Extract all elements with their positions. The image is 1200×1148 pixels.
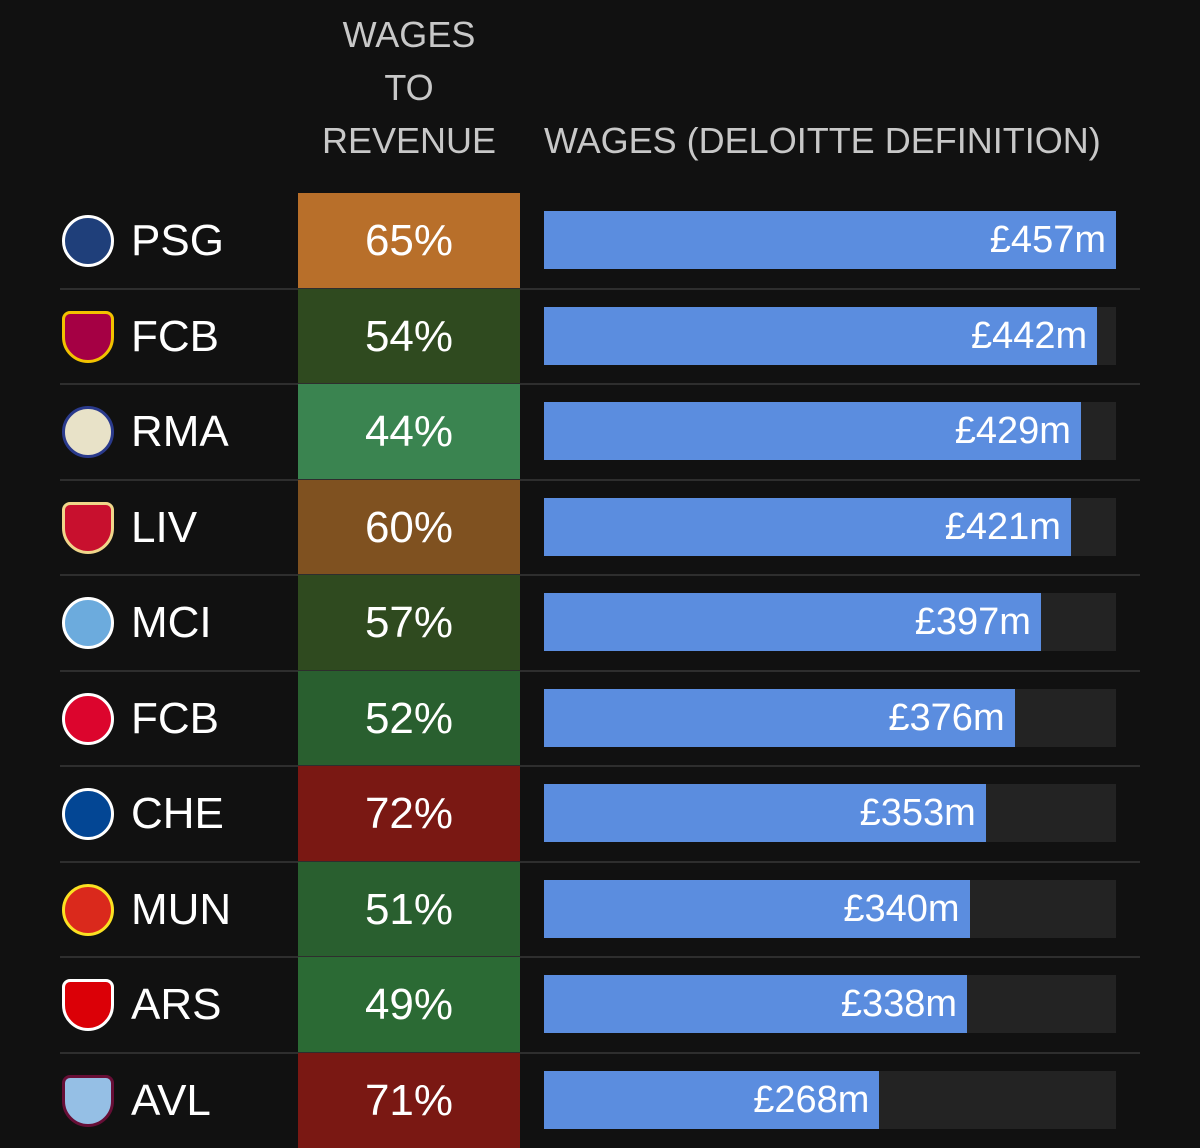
wage-value-label: £442m — [971, 307, 1087, 365]
wage-ratio-cell: 71% — [298, 1053, 520, 1148]
wage-bar-track: £340m — [544, 880, 1116, 938]
club-row: FCB 52% £376m — [0, 671, 1200, 767]
wage-ratio-cell: 57% — [298, 575, 520, 671]
club-row: ARS 49% £338m — [0, 957, 1200, 1053]
wage-value-label: £268m — [753, 1071, 869, 1129]
wage-value-label: £457m — [990, 211, 1106, 269]
wage-bar-track: £268m — [544, 1071, 1116, 1129]
aston-villa-crest-icon — [62, 1075, 114, 1127]
wage-bar: £338m — [544, 975, 967, 1033]
wage-bar-track: £457m — [544, 211, 1116, 269]
real-madrid-crest-icon — [62, 406, 114, 458]
club-abbreviation: AVL — [131, 1053, 211, 1148]
club-abbreviation: MUN — [131, 862, 231, 958]
wage-ratio-cell: 65% — [298, 193, 520, 289]
wage-value-label: £429m — [955, 402, 1071, 460]
ratio-header-line-3: REVENUE — [298, 114, 520, 167]
wage-bar: £421m — [544, 498, 1071, 556]
club-abbreviation: RMA — [131, 384, 229, 480]
wage-bar: £457m — [544, 211, 1116, 269]
wage-ratio-cell: 51% — [298, 862, 520, 958]
wage-bar-track: £442m — [544, 307, 1116, 365]
club-row: MUN 51% £340m — [0, 862, 1200, 958]
club-abbreviation: ARS — [131, 957, 221, 1053]
wage-value-label: £397m — [915, 593, 1031, 651]
ratio-header-line-1: WAGES — [298, 8, 520, 61]
wage-bar: £340m — [544, 880, 970, 938]
wage-ratio-cell: 54% — [298, 289, 520, 385]
wages-column-header: WAGES (DELOITTE DEFINITION) — [544, 114, 1101, 167]
club-abbreviation: LIV — [131, 480, 197, 576]
wage-value-label: £338m — [841, 975, 957, 1033]
wage-value-label: £353m — [860, 784, 976, 842]
club-row: AVL 71% £268m — [0, 1053, 1200, 1148]
wage-bar: £353m — [544, 784, 986, 842]
club-abbreviation: CHE — [131, 766, 224, 862]
psg-crest-icon — [62, 215, 114, 267]
wage-ratio-cell: 60% — [298, 480, 520, 576]
wage-value-label: £340m — [843, 880, 959, 938]
club-abbreviation: PSG — [131, 193, 224, 289]
wage-bar-track: £421m — [544, 498, 1116, 556]
club-abbreviation: FCB — [131, 671, 219, 767]
wage-bar-track: £397m — [544, 593, 1116, 651]
wage-bar-track: £353m — [544, 784, 1116, 842]
wage-bar: £268m — [544, 1071, 879, 1129]
wage-bar: £429m — [544, 402, 1081, 460]
arsenal-crest-icon — [62, 979, 114, 1031]
wage-bar-track: £376m — [544, 689, 1116, 747]
bayern-crest-icon — [62, 693, 114, 745]
club-row: LIV 60% £421m — [0, 480, 1200, 576]
wage-bar: £376m — [544, 689, 1015, 747]
barcelona-crest-icon — [62, 311, 114, 363]
wage-ratio-cell: 44% — [298, 384, 520, 480]
ratio-column-header: WAGES TO REVENUE — [298, 8, 520, 167]
wage-bar: £442m — [544, 307, 1097, 365]
wage-bar: £397m — [544, 593, 1041, 651]
wage-value-label: £376m — [888, 689, 1004, 747]
man-united-crest-icon — [62, 884, 114, 936]
chelsea-crest-icon — [62, 788, 114, 840]
wage-bar-track: £338m — [544, 975, 1116, 1033]
club-row: FCB 54% £442m — [0, 289, 1200, 385]
wage-ratio-cell: 49% — [298, 957, 520, 1053]
liverpool-crest-icon — [62, 502, 114, 554]
club-row: PSG 65% £457m — [0, 193, 1200, 289]
club-row: RMA 44% £429m — [0, 384, 1200, 480]
club-row: CHE 72% £353m — [0, 766, 1200, 862]
wage-ratio-cell: 72% — [298, 766, 520, 862]
club-abbreviation: FCB — [131, 289, 219, 385]
club-row: MCI 57% £397m — [0, 575, 1200, 671]
wage-ratio-cell: 52% — [298, 671, 520, 767]
club-abbreviation: MCI — [131, 575, 212, 671]
ratio-header-line-2: TO — [298, 61, 520, 114]
man-city-crest-icon — [62, 597, 114, 649]
wage-bar-track: £429m — [544, 402, 1116, 460]
wage-value-label: £421m — [945, 498, 1061, 556]
